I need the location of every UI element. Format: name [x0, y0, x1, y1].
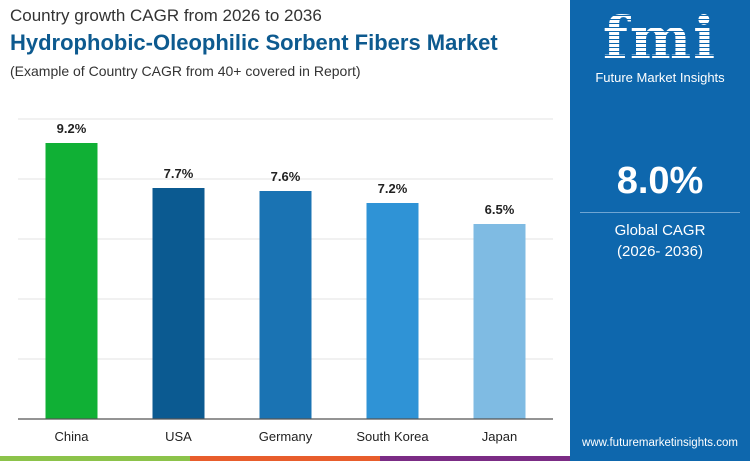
- fmi-logo: fmi Future Market Insights: [570, 8, 750, 85]
- data-label: 7.2%: [378, 181, 408, 196]
- x-tick-label: Japan: [482, 429, 517, 444]
- x-tick-label: China: [55, 429, 90, 444]
- data-label: 6.5%: [485, 202, 515, 217]
- global-cagr-period: (2026- 2036): [617, 243, 703, 260]
- stripe-green: [0, 456, 190, 461]
- chart-subtitle: Country growth CAGR from 2026 to 2036: [10, 6, 322, 25]
- bar-usa: [152, 188, 205, 419]
- data-label: 7.7%: [164, 166, 194, 181]
- chart-title: Hydrophobic-Oleophilic Sorbent Fibers Ma…: [10, 30, 498, 55]
- stripe-orange: [190, 456, 380, 461]
- data-label: 7.6%: [271, 169, 301, 184]
- website-link[interactable]: www.futuremarketinsights.com: [582, 437, 738, 449]
- data-label: 9.2%: [57, 121, 87, 136]
- logo-subtext: Future Market Insights: [595, 70, 725, 85]
- bar-chart: 9.2% China 7.7% USA 7.6% Germany 7.2% South Kor…: [18, 118, 553, 444]
- logo-mark: fmi: [570, 8, 750, 68]
- global-cagr-label: Global CAGR: [614, 222, 706, 239]
- bar-germany: [259, 191, 312, 419]
- x-tick-label: USA: [165, 429, 192, 444]
- stripe-purple: [380, 456, 570, 461]
- x-tick-label: Germany: [259, 429, 313, 444]
- bar-japan: [473, 224, 526, 419]
- bar-south-korea: [366, 203, 419, 419]
- sidebar: fmi Future Market Insights 8.0% Global C…: [570, 0, 750, 461]
- bar-china: [45, 143, 98, 419]
- x-tick-label: South Korea: [356, 429, 429, 444]
- divider: [580, 212, 740, 213]
- global-cagr-value: 8.0%: [616, 160, 704, 202]
- chart-note: (Example of Country CAGR from 40+ covere…: [10, 63, 361, 79]
